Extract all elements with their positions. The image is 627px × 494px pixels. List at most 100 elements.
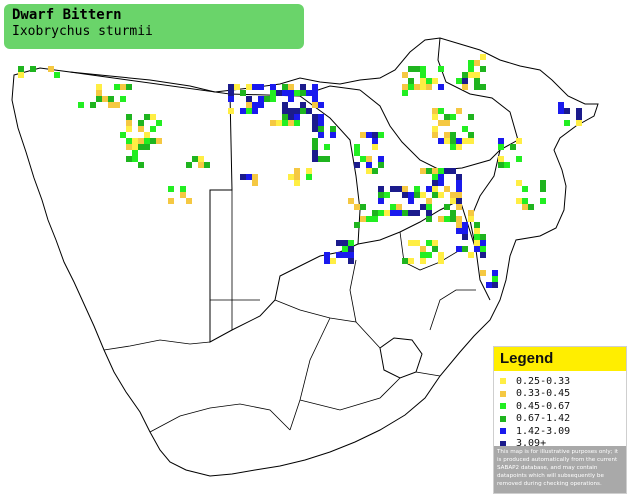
occurrence-cell: [246, 84, 252, 90]
occurrence-cell: [432, 180, 438, 186]
occurrence-cell: [426, 216, 432, 222]
occurrence-cell: [312, 90, 318, 96]
legend-row: 1.42-3.09: [500, 425, 626, 438]
occurrence-cell: [108, 102, 114, 108]
occurrence-cell: [438, 258, 444, 264]
occurrence-cell: [306, 168, 312, 174]
occurrence-cell: [456, 204, 462, 210]
legend-swatch: [500, 428, 506, 435]
occurrence-cell: [342, 240, 348, 246]
occurrence-cell: [378, 198, 384, 204]
occurrence-cell: [258, 84, 264, 90]
occurrence-cell: [246, 108, 252, 114]
occurrence-cell: [96, 90, 102, 96]
occurrence-cell: [252, 102, 258, 108]
legend-label: 1.42-3.09: [516, 425, 571, 437]
occurrence-cell: [330, 126, 336, 132]
occurrence-cell: [366, 168, 372, 174]
occurrence-cell: [396, 204, 402, 210]
occurrence-cell: [474, 84, 480, 90]
occurrence-cell: [306, 174, 312, 180]
occurrence-cell: [312, 144, 318, 150]
occurrence-cell: [312, 138, 318, 144]
occurrence-cell: [408, 258, 414, 264]
occurrence-cell: [480, 54, 486, 60]
legend-label: 0.33-0.45: [516, 388, 571, 400]
occurrence-cell: [270, 84, 276, 90]
occurrence-cell: [438, 138, 444, 144]
occurrence-cell: [396, 186, 402, 192]
occurrence-cell: [204, 162, 210, 168]
occurrence-cell: [468, 66, 474, 72]
occurrence-cell: [558, 102, 564, 108]
occurrence-cell: [108, 96, 114, 102]
occurrence-cell: [354, 150, 360, 156]
occurrence-cell: [474, 222, 480, 228]
legend-row: 3.09+: [500, 438, 626, 451]
occurrence-cell: [288, 108, 294, 114]
occurrence-cell: [378, 186, 384, 192]
occurrence-cell: [444, 120, 450, 126]
occurrence-cell: [420, 246, 426, 252]
occurrence-cell: [462, 126, 468, 132]
occurrence-cell: [450, 138, 456, 144]
occurrence-cell: [408, 210, 414, 216]
occurrence-cell: [426, 240, 432, 246]
occurrence-cell: [456, 174, 462, 180]
occurrence-cell: [444, 138, 450, 144]
occurrence-cell: [348, 258, 354, 264]
occurrence-cell: [432, 168, 438, 174]
occurrence-cell: [414, 210, 420, 216]
occurrence-cell: [300, 90, 306, 96]
occurrence-cell: [366, 156, 372, 162]
occurrence-cell: [270, 90, 276, 96]
occurrence-cell: [126, 114, 132, 120]
occurrence-cell: [126, 144, 132, 150]
occurrence-cell: [426, 168, 432, 174]
occurrence-cell: [432, 78, 438, 84]
occurrence-cell: [126, 120, 132, 126]
occurrence-cell: [468, 60, 474, 66]
occurrence-cell: [438, 66, 444, 72]
occurrence-cell: [96, 96, 102, 102]
occurrence-cell: [474, 246, 480, 252]
occurrence-cell: [540, 180, 546, 186]
occurrence-cell: [144, 138, 150, 144]
occurrence-cell: [270, 120, 276, 126]
occurrence-cell: [450, 168, 456, 174]
occurrence-cell: [252, 174, 258, 180]
occurrence-cell: [474, 60, 480, 66]
occurrence-cell: [360, 216, 366, 222]
occurrence-cell: [438, 108, 444, 114]
occurrence-cell: [462, 72, 468, 78]
occurrence-cell: [150, 114, 156, 120]
occurrence-cell: [336, 252, 342, 258]
occurrence-cell: [234, 84, 240, 90]
legend-label: 3.09+: [516, 438, 547, 450]
occurrence-cell: [438, 180, 444, 186]
occurrence-cell: [480, 246, 486, 252]
occurrence-cell: [282, 90, 288, 96]
occurrence-cell: [498, 156, 504, 162]
occurrence-cell: [390, 204, 396, 210]
occurrence-cell: [300, 108, 306, 114]
occurrence-cell: [414, 66, 420, 72]
occurrence-cell: [114, 84, 120, 90]
occurrence-cell: [126, 126, 132, 132]
occurrence-cell: [450, 198, 456, 204]
occurrence-cell: [414, 186, 420, 192]
occurrence-cell: [294, 168, 300, 174]
occurrence-cell: [96, 84, 102, 90]
occurrence-cell: [432, 114, 438, 120]
occurrence-cell: [468, 132, 474, 138]
occurrence-cell: [426, 204, 432, 210]
occurrence-cell: [516, 138, 522, 144]
occurrence-cell: [438, 174, 444, 180]
occurrence-cell: [426, 84, 432, 90]
occurrence-cell: [318, 132, 324, 138]
occurrence-cell: [450, 132, 456, 138]
occurrence-cell: [498, 162, 504, 168]
legend-swatch: [500, 378, 506, 385]
occurrence-cell: [150, 126, 156, 132]
occurrence-cell: [420, 204, 426, 210]
